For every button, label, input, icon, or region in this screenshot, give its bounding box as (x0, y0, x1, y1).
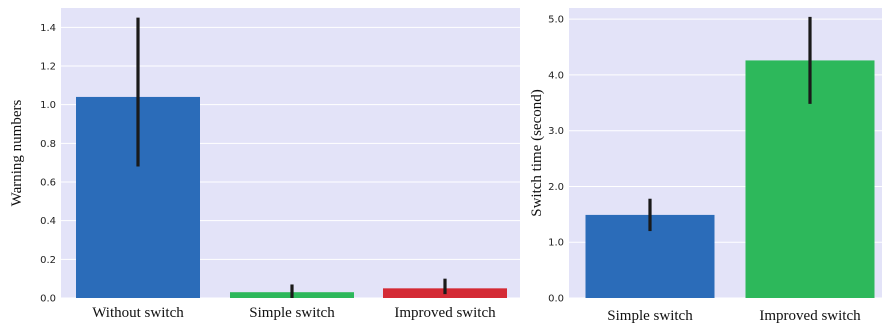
x-category-label: Simple switch (249, 305, 335, 321)
y-axis-label: Warning numbers (9, 99, 25, 206)
y-tick-label: 0.6 (40, 178, 56, 189)
warning-numbers-chart: 0.0 0.2 0.4 0.6 0.8 1.0 1.2 1.4 Without switch S… (9, 8, 520, 321)
y-tick-label: 0.0 (40, 294, 56, 305)
y-tick-label: 1.0 (40, 100, 56, 111)
y-tick-label: 3.0 (548, 126, 564, 137)
y-tick-label: 4.0 (548, 70, 564, 81)
y-tick-label: 1.4 (40, 23, 56, 34)
switch-time-chart: 0.0 1.0 2.0 3.0 4.0 5.0 Simple switch Improved… (529, 8, 882, 324)
y-axis-label: Switch time (second) (529, 89, 545, 216)
y-tick-label: 0.0 (548, 294, 564, 305)
y-tick-label: 0.4 (40, 216, 56, 227)
x-category-label: Improved switch (394, 305, 496, 321)
error-bars (136, 17, 447, 298)
y-tick-label: 1.0 (548, 238, 564, 249)
y-tick-label: 1.2 (40, 62, 56, 73)
y-tick-label: 5.0 (548, 15, 564, 26)
y-tick-label: 2.0 (548, 182, 564, 193)
y-tick-label: 0.8 (40, 139, 56, 150)
y-axis-ticks: 0.0 1.0 2.0 3.0 4.0 5.0 (548, 15, 564, 305)
y-tick-label: 0.2 (40, 255, 56, 266)
x-axis-categories: Simple switch Improved switch (607, 308, 861, 324)
error-bars (648, 16, 812, 232)
x-category-label: Without switch (92, 305, 184, 321)
x-axis-categories: Without switch Simple switch Improved swit… (92, 305, 496, 321)
x-category-label: Improved switch (759, 308, 861, 324)
x-category-label: Simple switch (607, 308, 693, 324)
y-axis-ticks: 0.0 0.2 0.4 0.6 0.8 1.0 1.2 1.4 (40, 23, 56, 305)
